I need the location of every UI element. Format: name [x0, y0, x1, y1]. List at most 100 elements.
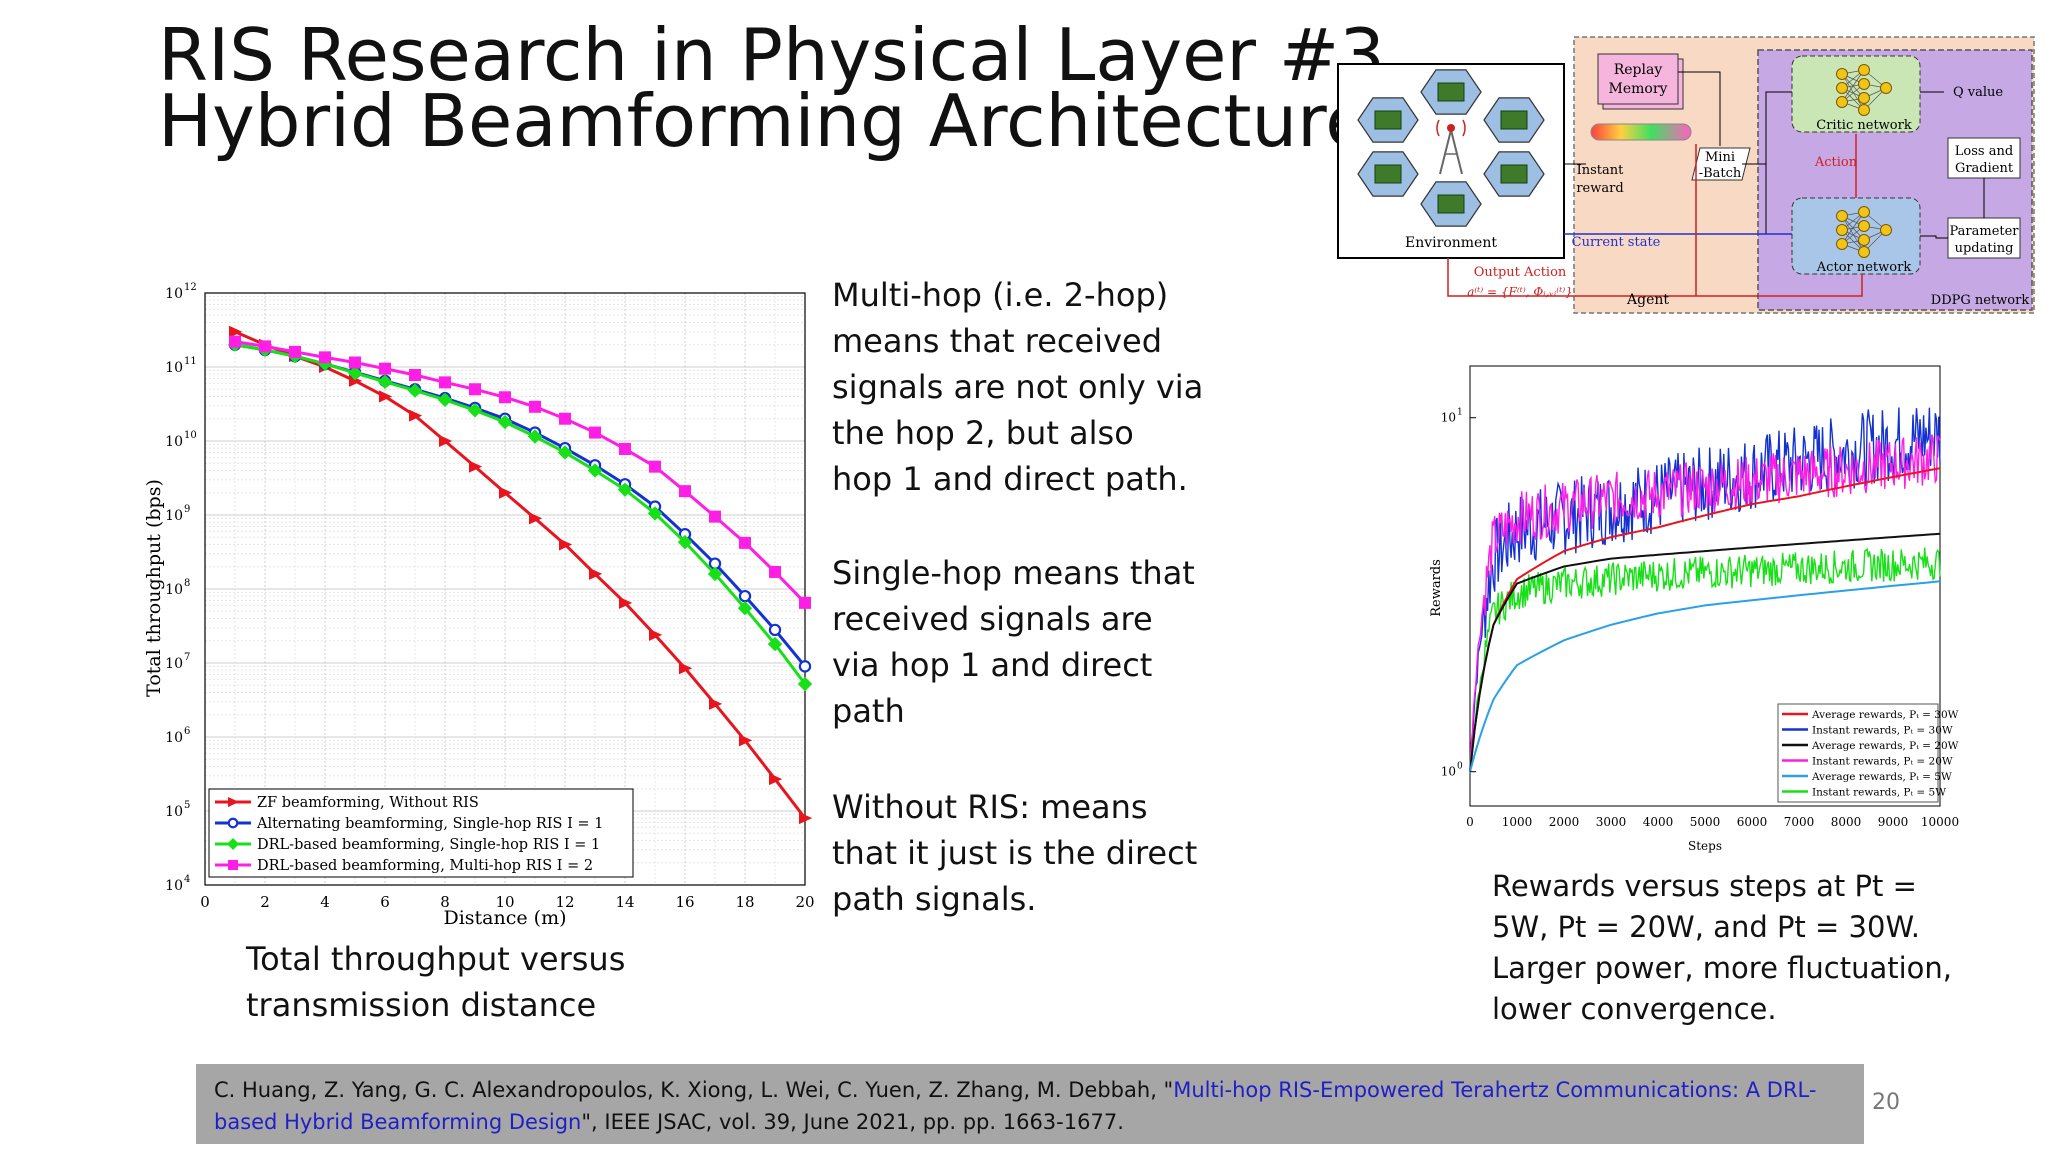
- data-point: [797, 676, 813, 692]
- y-tick-exponent: 6: [184, 726, 190, 737]
- y-tick-exponent: 7: [184, 652, 190, 663]
- nn-edge: [1841, 211, 1865, 245]
- data-point: [289, 345, 301, 358]
- y-tick-exponent: 9: [184, 504, 190, 515]
- actor-nn-icon: [1836, 206, 1892, 258]
- output-action-label: Output Action: [1474, 265, 1567, 280]
- replay-label-2: Memory: [1609, 81, 1668, 97]
- data-point: [499, 486, 513, 499]
- x-tick-label: 0: [200, 893, 210, 911]
- memory-buffer: [1590, 123, 1692, 141]
- series-4: [1469, 434, 1941, 773]
- y-tick-exponent: 5: [184, 800, 190, 811]
- text-line: Rewards versus steps at Pt =: [1492, 869, 1917, 903]
- y-tick-label: 10: [1441, 411, 1456, 425]
- series-1: [1469, 467, 1941, 772]
- series-line: [234, 330, 807, 820]
- x-tick-label: 3000: [1596, 815, 1627, 829]
- series-6: [1469, 547, 1941, 773]
- text-line: the hop 2, but also: [832, 414, 1134, 452]
- data-point: [738, 589, 752, 603]
- nn-node: [1858, 220, 1870, 232]
- chart-series: [227, 325, 813, 825]
- data-point: [529, 512, 543, 525]
- data-point: [559, 412, 571, 425]
- data-point: [467, 403, 483, 418]
- x-tick-label: 4000: [1643, 815, 1674, 829]
- agent-label: Agent: [1626, 292, 1669, 308]
- series-line: [1469, 434, 1941, 773]
- text-line: Single-hop means that: [832, 554, 1195, 592]
- legend-box: [208, 788, 634, 878]
- text-line: received signals are: [832, 600, 1153, 638]
- x-axis-label: Distance (m): [443, 907, 566, 929]
- data-point: [228, 797, 239, 807]
- plot-frame: [204, 292, 806, 886]
- current-state-label: Current state: [1572, 235, 1661, 250]
- ris-panel: [1500, 164, 1528, 184]
- data-point: [469, 383, 481, 396]
- data-point: [589, 567, 603, 580]
- data-point: [647, 506, 663, 521]
- left-caption: Total throughput versus transmission dis…: [246, 936, 625, 1028]
- data-point: [619, 596, 633, 609]
- data-point: [679, 662, 693, 675]
- series-5: [1469, 580, 1941, 772]
- y-tick-label: 10: [165, 730, 183, 746]
- x-tick-label: 0: [1466, 815, 1474, 829]
- data-point: [469, 460, 483, 473]
- y-axis-label: Total throughput (bps): [143, 479, 165, 697]
- x-tick-label: 6000: [1737, 815, 1768, 829]
- paper-link-cont[interactable]: based Hybrid Beamforming Design: [214, 1110, 582, 1134]
- rewards-chart: 0 1000 2000 3000 4000 5000 6000 7000 8000 9000 100…: [1429, 365, 1959, 853]
- x-tick-label: 1000: [1502, 815, 1533, 829]
- data-point: [379, 390, 393, 403]
- chart-legend: Average rewards, Pₜ = 30W Instant rewards…: [1777, 703, 1959, 803]
- nn-edge: [1841, 69, 1865, 103]
- data-point: [379, 362, 391, 375]
- loss-gradient-box: [1947, 137, 2021, 179]
- paper-link[interactable]: Multi-hop RIS-Empowered Terahertz Commun…: [1173, 1078, 1817, 1102]
- data-point: [317, 356, 333, 372]
- text-line: Multi-hop (i.e. 2-hop): [832, 276, 1169, 314]
- data-point: [737, 601, 753, 616]
- y-tick-label: 10: [1441, 765, 1456, 779]
- data-point: [527, 429, 543, 444]
- data-point: [619, 442, 631, 455]
- data-point: [649, 460, 661, 473]
- environment-label: Environment: [1405, 235, 1497, 251]
- y-tick-label: 10: [165, 582, 183, 598]
- nn-node: [1880, 82, 1892, 94]
- text-line: path signals.: [832, 880, 1037, 918]
- y-tick-label: 10: [165, 360, 183, 376]
- citation-bar: C. Huang, Z. Yang, G. C. Alexandropoulos…: [196, 1064, 1864, 1144]
- legend-label: Average rewards, Pₜ = 30W: [1811, 709, 1959, 721]
- legend-label: Instant rewards, Pₜ = 20W: [1812, 756, 1953, 768]
- text-line: that it just is the direct: [832, 834, 1198, 872]
- q-value-label: Q value: [1953, 85, 2003, 100]
- legend-label: ZF beamforming, Without RIS: [257, 795, 479, 811]
- data-point: [769, 773, 783, 786]
- replay-memory-box: [1597, 53, 1679, 105]
- data-point: [227, 838, 239, 850]
- data-point: [407, 383, 423, 398]
- x-tick-label: 6: [380, 893, 390, 911]
- data-point: [769, 565, 781, 578]
- data-point: [259, 340, 271, 353]
- nn-node: [1836, 210, 1848, 222]
- data-point: [617, 482, 633, 497]
- nn-node: [1836, 68, 1848, 80]
- mini-batch-label-2: -Batch: [1699, 166, 1742, 181]
- multihop-paragraph: Multi-hop (i.e. 2-hop) means that receiv…: [832, 272, 1203, 502]
- y-tick-label: 10: [165, 286, 183, 302]
- data-point: [798, 660, 812, 673]
- critic-label: Critic network: [1816, 118, 1912, 133]
- y-tick-label: 10: [165, 804, 183, 820]
- y-tick-exponent: 11: [184, 356, 197, 367]
- text-line: via hop 1 and direct: [832, 646, 1153, 684]
- data-point: [557, 445, 573, 460]
- text-line: Larger power, more fluctuation,: [1492, 951, 1953, 985]
- data-point: [347, 365, 363, 381]
